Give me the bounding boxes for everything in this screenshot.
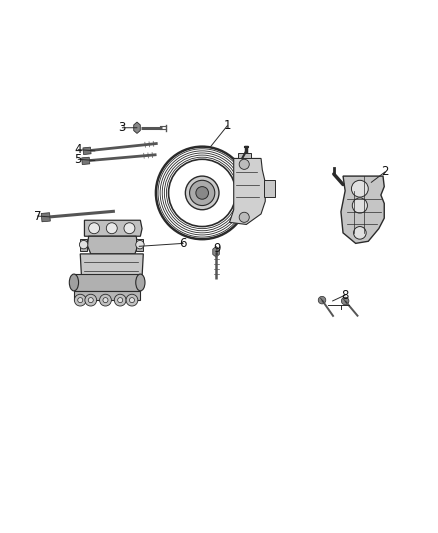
Text: 8: 8 [342,288,349,302]
Circle shape [106,223,117,233]
Text: 9: 9 [213,243,221,255]
Circle shape [239,212,249,222]
Polygon shape [238,153,251,158]
Circle shape [239,159,249,169]
Circle shape [136,240,144,249]
Polygon shape [85,220,142,236]
Polygon shape [264,180,275,197]
Text: 5: 5 [74,153,82,166]
Circle shape [85,294,97,306]
Circle shape [103,297,108,303]
Circle shape [74,294,86,306]
Text: 1: 1 [224,119,231,132]
Polygon shape [136,239,143,251]
Polygon shape [81,157,90,165]
Polygon shape [80,254,143,292]
Text: 4: 4 [74,143,82,156]
Polygon shape [341,176,384,244]
Circle shape [88,297,93,303]
Circle shape [341,297,349,305]
Circle shape [118,297,123,303]
Polygon shape [74,291,140,300]
Circle shape [190,180,215,206]
Circle shape [351,180,368,197]
Circle shape [196,187,208,199]
Circle shape [124,223,135,233]
Polygon shape [80,239,88,251]
Circle shape [126,294,138,306]
Polygon shape [41,213,50,222]
Circle shape [79,240,88,249]
Ellipse shape [136,274,145,291]
Circle shape [352,198,367,213]
Circle shape [88,223,99,233]
Circle shape [353,227,366,239]
Circle shape [78,297,83,303]
Circle shape [99,294,111,306]
Circle shape [114,294,126,306]
Text: 3: 3 [119,121,126,134]
Polygon shape [83,147,91,155]
Circle shape [318,296,326,304]
Polygon shape [134,122,140,133]
Circle shape [130,297,134,303]
Polygon shape [74,274,140,291]
Text: 7: 7 [34,209,41,223]
Text: 2: 2 [381,165,389,179]
Ellipse shape [69,274,78,291]
Polygon shape [88,236,138,254]
Circle shape [185,176,219,209]
Polygon shape [230,158,265,224]
Polygon shape [213,246,219,257]
Text: 6: 6 [180,237,187,250]
